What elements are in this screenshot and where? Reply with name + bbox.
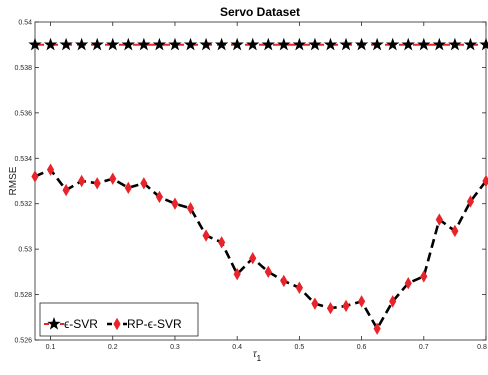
star-point xyxy=(121,37,135,51)
y-tick-label: 0.526 xyxy=(14,338,32,345)
diamond-point xyxy=(435,213,443,226)
x-tick-label: 0.6 xyxy=(357,344,367,351)
y-tick-label: 0.532 xyxy=(14,201,32,208)
star-point xyxy=(417,37,431,51)
star-point xyxy=(75,37,89,51)
star-point xyxy=(214,37,229,51)
star-point xyxy=(292,37,307,51)
star-point xyxy=(137,37,151,51)
series-rp-epsilon-svr xyxy=(31,163,488,335)
legend-items: ϵ-SVR RP-ϵ-SVR xyxy=(44,317,182,331)
series-epsilon-svr xyxy=(28,37,488,51)
x-axis-label-symbol: τ xyxy=(253,349,258,360)
legend: ϵ-SVR RP-ϵ-SVR xyxy=(39,302,199,337)
star-point xyxy=(43,37,58,51)
star-point xyxy=(323,37,338,51)
star-point xyxy=(199,37,213,51)
diamond-point xyxy=(140,177,148,190)
diamond-point xyxy=(404,277,412,290)
star-point xyxy=(308,37,322,51)
diamond-point xyxy=(249,252,257,265)
y-tick-label: 0.538 xyxy=(14,65,32,72)
diamond-point xyxy=(326,302,335,315)
star-point xyxy=(277,37,291,51)
legend-label-epsilon-svr: ϵ-SVR xyxy=(64,317,98,331)
star-point xyxy=(59,37,73,51)
star-point xyxy=(183,37,198,51)
diamond-point xyxy=(233,267,241,281)
diamond-point xyxy=(171,197,179,210)
diamond-point xyxy=(357,295,366,308)
legend-diamond-marker xyxy=(113,317,121,331)
diamond-point xyxy=(342,299,350,313)
diamond-point xyxy=(311,297,319,310)
diamond-point xyxy=(186,202,195,215)
x-axis-label: τ1 xyxy=(253,349,262,363)
star-point xyxy=(152,37,167,51)
diamond-point xyxy=(31,170,39,183)
x-tick-label: 0.4 xyxy=(232,344,242,351)
star-point xyxy=(90,37,104,51)
star-point xyxy=(401,37,415,51)
diamond-point xyxy=(389,295,397,308)
chart-title: Servo Dataset xyxy=(220,5,300,19)
diamond-point xyxy=(218,236,226,249)
x-tick-label: 0.7 xyxy=(419,344,429,351)
y-tick-label: 0.53 xyxy=(18,247,32,254)
diamond-point xyxy=(466,195,475,208)
star-point xyxy=(432,37,446,51)
star-point xyxy=(168,37,182,51)
x-axis-label-subscript: 1 xyxy=(257,354,262,363)
star-point xyxy=(261,37,275,51)
star-point xyxy=(479,37,488,51)
star-point xyxy=(370,37,384,51)
diamond-point xyxy=(202,229,210,242)
legend-star-marker xyxy=(47,317,61,330)
diamond-point xyxy=(109,172,117,185)
diamond-point xyxy=(295,281,303,294)
y-axis: 0.526 0.528 0.53 0.532 0.534 0.536 0.538 0.54 xyxy=(14,20,486,345)
legend-label-rp-epsilon-svr: RP-ϵ-SVR xyxy=(127,317,182,331)
y-tick-label: 0.534 xyxy=(14,156,32,163)
diamond-point xyxy=(482,174,488,188)
diamond-point xyxy=(373,322,381,335)
diamond-point xyxy=(93,177,101,190)
x-tick-label: 0.2 xyxy=(108,344,118,351)
star-point xyxy=(448,37,462,51)
x-tick-label: 0.1 xyxy=(46,344,56,351)
diamond-point xyxy=(264,265,272,279)
y-tick-label: 0.536 xyxy=(14,110,32,117)
y-tick-label: 0.54 xyxy=(18,20,32,27)
star-point xyxy=(246,37,260,51)
diamond-point xyxy=(124,181,132,195)
diamond-point xyxy=(62,183,70,197)
legend-box xyxy=(39,302,199,337)
plot-area xyxy=(34,21,487,341)
diamond-point xyxy=(46,163,55,176)
x-tick-label: 0.3 xyxy=(170,344,180,351)
star-point xyxy=(230,37,244,51)
y-axis-label: RMSE xyxy=(8,166,19,195)
star-point xyxy=(463,37,478,51)
star-point xyxy=(28,37,42,51)
diamond-point xyxy=(451,224,459,238)
star-point xyxy=(386,37,400,51)
y-tick-label: 0.528 xyxy=(14,292,32,299)
diamond-point xyxy=(155,190,164,204)
diamond-point xyxy=(280,274,288,288)
star-point xyxy=(339,37,353,51)
diamond-point xyxy=(78,174,86,188)
x-tick-label: 0.8 xyxy=(477,344,487,351)
star-point xyxy=(354,37,369,51)
x-axis: 0.1 0.2 0.3 0.4 0.5 0.6 0.7 0.8 xyxy=(46,22,487,351)
x-tick-label: 0.5 xyxy=(295,344,305,351)
diamond-point xyxy=(420,270,428,283)
star-point xyxy=(106,37,120,51)
series-layer xyxy=(28,37,488,335)
